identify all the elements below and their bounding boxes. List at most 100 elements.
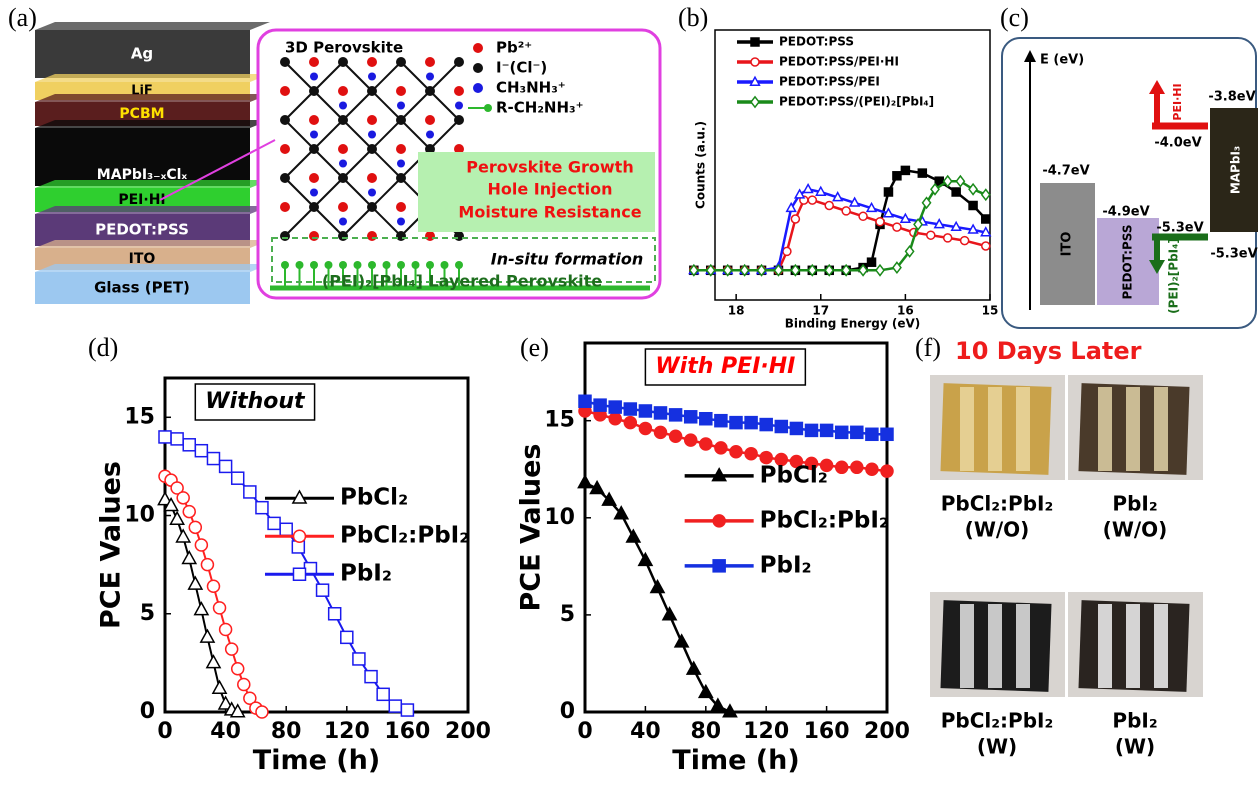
ligand-head	[412, 261, 420, 269]
legend-swatch	[473, 63, 483, 73]
electrode	[1126, 604, 1140, 688]
legend-marker	[751, 97, 759, 107]
marker	[377, 688, 389, 700]
legend-marker	[293, 530, 305, 542]
marker	[876, 265, 884, 275]
marker	[655, 407, 667, 419]
series-line	[694, 189, 986, 270]
panel-label: (b)	[678, 3, 708, 32]
marker	[195, 539, 207, 551]
lead	[338, 202, 348, 212]
cation	[426, 131, 434, 139]
marker	[256, 706, 268, 718]
marker	[226, 643, 238, 655]
iodide	[338, 173, 348, 183]
marker	[207, 453, 219, 465]
effect: Moisture Resistance	[458, 203, 641, 222]
marker	[821, 424, 833, 436]
marker	[700, 438, 712, 450]
legend-label: PbI₂	[760, 552, 812, 578]
ligand-head	[383, 261, 391, 269]
x-tick-label: 0	[577, 719, 592, 744]
x-tick-label: 80	[271, 719, 302, 744]
legend-marker	[751, 58, 759, 66]
series-line	[694, 200, 986, 270]
x-axis-label: Binding Energy (eV)	[785, 317, 921, 331]
marker	[189, 521, 201, 533]
marker	[341, 631, 353, 643]
electrode	[1126, 387, 1140, 471]
lead	[309, 115, 319, 125]
layer-label: PEI·HI	[1171, 83, 1184, 120]
electrode	[1016, 387, 1030, 471]
marker	[982, 190, 990, 200]
x-axis-label: Time (h)	[672, 745, 799, 776]
iodide	[454, 231, 464, 241]
marker	[389, 700, 401, 712]
marker	[730, 446, 742, 458]
photo-caption: PbI₂	[1112, 492, 1157, 516]
legend-marker	[713, 560, 725, 572]
ligand-head	[441, 261, 449, 269]
ligand-head	[426, 261, 434, 269]
ligand-head	[455, 261, 463, 269]
legend-label: Pb²⁺	[496, 39, 532, 57]
electrode	[960, 604, 974, 688]
iodide	[309, 144, 319, 154]
legend-label: R-CH₂NH₃⁺	[496, 99, 584, 117]
x-tick-label: 120	[743, 719, 789, 744]
layer-top	[35, 22, 270, 30]
effect: Hole Injection	[488, 180, 613, 199]
y-tick-label: 10	[124, 503, 155, 528]
layer-stack: AgLiFPCBMMAPbI₃,MAPbI₃₋ₓClₓPEI·HIPEDOT:P…	[35, 22, 270, 304]
cation	[310, 189, 318, 197]
legend-label: PEDOT:PSS	[779, 35, 854, 49]
panel-label: (c)	[1000, 3, 1029, 32]
x-tick-label: 160	[384, 719, 430, 744]
marker	[851, 426, 863, 438]
marker	[969, 184, 977, 194]
marker	[881, 465, 893, 477]
marker	[256, 502, 268, 514]
x-tick-label: 40	[630, 719, 661, 744]
x-tick-label: 80	[690, 719, 721, 744]
marker	[893, 223, 901, 231]
marker	[901, 166, 909, 174]
marker	[624, 403, 636, 415]
cation	[310, 131, 318, 139]
layer-label: PCBM	[119, 106, 164, 122]
electrode	[988, 387, 1002, 471]
annotation: Without	[205, 389, 306, 414]
electrode	[988, 604, 1002, 688]
marker	[790, 422, 802, 434]
lead	[396, 202, 406, 212]
y-tick-label: 15	[544, 408, 575, 433]
marker	[876, 218, 884, 226]
marker	[232, 472, 244, 484]
marker	[177, 530, 190, 542]
panel-label: (f)	[915, 333, 941, 362]
marker	[232, 663, 244, 675]
iodide	[367, 86, 377, 96]
electrode	[1154, 387, 1168, 471]
marker	[201, 630, 214, 642]
marker	[804, 185, 813, 193]
photo-caption: (W)	[1115, 735, 1155, 759]
marker	[183, 552, 196, 564]
marker	[189, 577, 202, 589]
marker	[893, 172, 901, 180]
marker	[177, 492, 189, 504]
lead	[367, 231, 377, 241]
legend-label: PbI₂	[340, 561, 392, 587]
iodide	[309, 86, 319, 96]
lead	[425, 115, 435, 125]
cation	[368, 73, 376, 81]
marker	[825, 202, 833, 210]
legend-swatch	[473, 43, 483, 53]
legend-marker	[751, 38, 759, 46]
iodide	[454, 57, 464, 67]
marker	[961, 237, 969, 245]
iodide	[280, 231, 290, 241]
marker	[268, 517, 280, 529]
marker	[859, 212, 867, 220]
